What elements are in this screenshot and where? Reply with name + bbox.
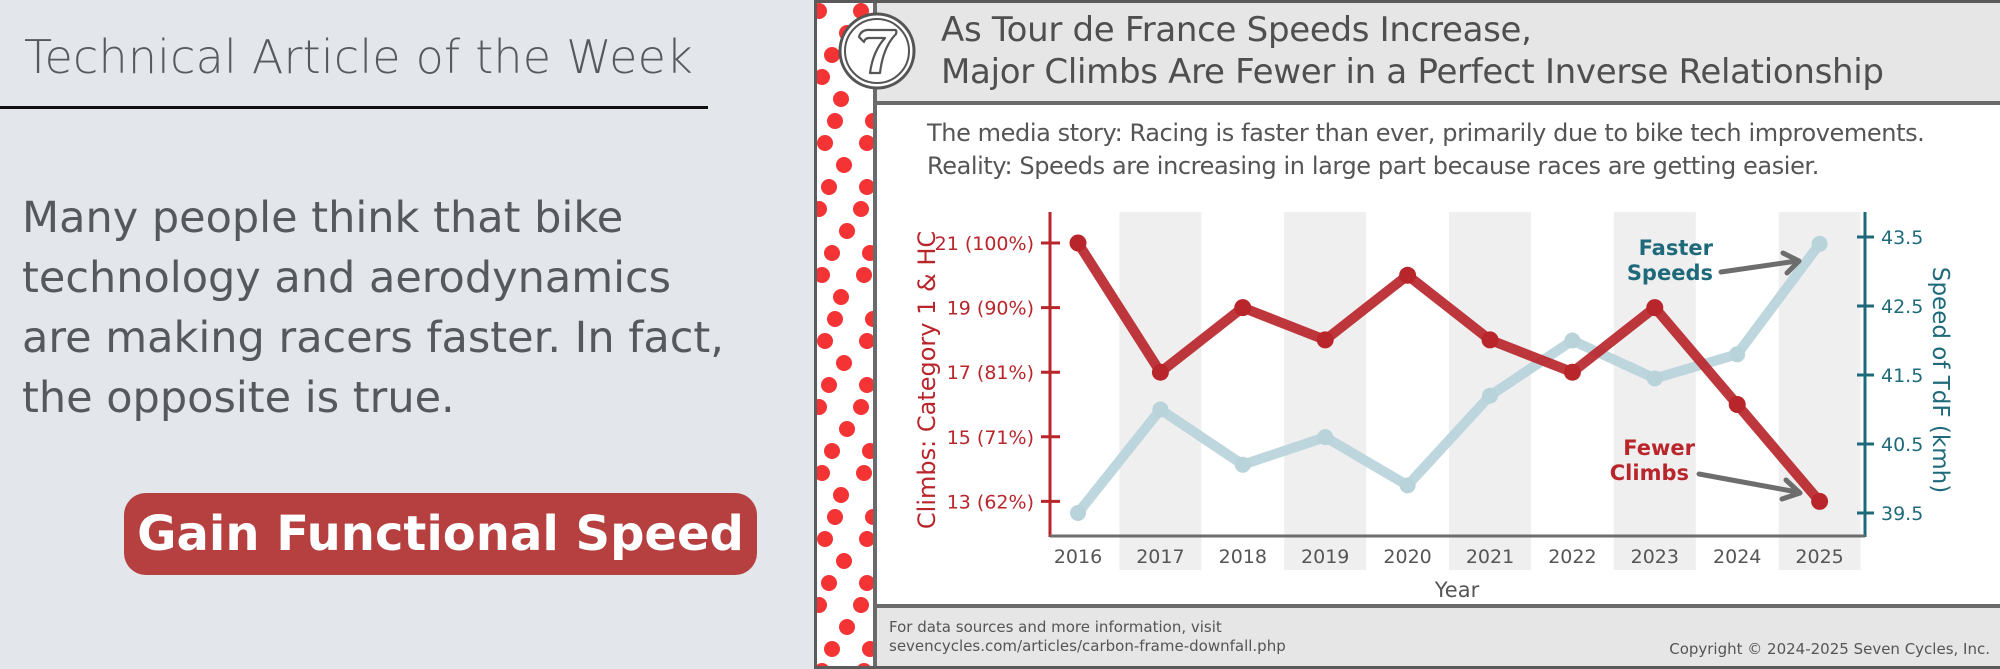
data-point <box>1811 492 1829 510</box>
source-url-link[interactable]: sevencycles.com/articles/carbon-frame-do… <box>889 637 1286 655</box>
copyright-text: Copyright © 2024-2025 Seven Cycles, Inc. <box>1669 640 1990 658</box>
dual-axis-line-chart: 21 (100%) 19 (90%) 17 (81%) 15 (71%) 13 (62%… <box>913 212 1953 602</box>
x-axis-title: Year <box>1434 578 1480 602</box>
reality-line: Reality: Speeds are increasing in large … <box>927 152 1819 180</box>
data-point <box>1399 477 1416 494</box>
seven-logo-icon <box>838 12 916 90</box>
title-line-1: As Tour de France Speeds Increase, <box>941 10 1532 50</box>
right-tick-label: 43.5 <box>1881 227 1923 249</box>
infographic-header: As Tour de France Speeds Increase, Major… <box>877 3 2000 105</box>
faster-speeds-annotation: Faster Speeds <box>1627 236 1802 285</box>
right-tick-label: 42.5 <box>1881 296 1923 318</box>
right-tick-label: 41.5 <box>1881 365 1923 387</box>
x-tick-label: 2017 <box>1136 546 1184 568</box>
polka-dot-strip <box>817 3 877 666</box>
right-y-axis: 43.5 42.5 41.5 40.5 39.5 <box>1857 212 1923 537</box>
arrow-icon <box>1718 258 1800 275</box>
infographic-title: As Tour de France Speeds Increase, Major… <box>941 9 1884 93</box>
data-point <box>1563 363 1581 381</box>
data-point <box>1151 363 1169 381</box>
left-panel: Technical Article of the Week Many peopl… <box>0 0 800 667</box>
data-point <box>1728 396 1746 413</box>
gain-functional-speed-button[interactable]: Gain Functional Speed <box>124 493 757 575</box>
article-heading: Technical Article of the Week <box>24 30 693 84</box>
data-point <box>1234 456 1251 473</box>
x-tick-label: 2022 <box>1548 546 1596 568</box>
year-band <box>1119 212 1202 570</box>
x-tick-label: 2021 <box>1466 546 1514 568</box>
svg-text:Climbs: Climbs <box>1610 461 1689 485</box>
x-axis-labels: 2016 2017 2018 2019 2020 2021 2022 2023 2024 2025 <box>1054 546 1844 568</box>
data-point <box>1482 387 1498 404</box>
lead-paragraph: Many people think that bike technology a… <box>22 193 724 423</box>
speed-series <box>1070 235 1828 521</box>
right-axis-title: Speed of TdF (kmh) <box>1927 267 1953 493</box>
x-tick-label: 2020 <box>1383 546 1431 568</box>
arrow-icon <box>1696 471 1800 495</box>
data-point <box>1729 346 1746 363</box>
data-point <box>1234 299 1252 317</box>
data-point <box>1152 401 1169 418</box>
left-tick-label: 19 (90%) <box>947 298 1034 320</box>
data-point <box>1070 505 1086 521</box>
year-band <box>1284 212 1367 570</box>
x-tick-label: 2019 <box>1301 546 1349 568</box>
year-band <box>1613 212 1696 570</box>
left-axis-title: Climbs: Category 1 & HC <box>913 231 941 529</box>
data-point <box>1811 235 1828 252</box>
infographic-footer: For data sources and more information, v… <box>877 604 2000 666</box>
svg-text:Faster: Faster <box>1639 236 1714 260</box>
data-point <box>1646 299 1664 317</box>
right-tick-label: 39.5 <box>1881 503 1923 525</box>
x-tick-label: 2016 <box>1054 546 1102 568</box>
x-tick-label: 2025 <box>1795 546 1843 568</box>
data-point <box>1399 266 1417 284</box>
x-tick-label: 2023 <box>1631 546 1679 568</box>
data-point <box>1481 331 1499 349</box>
infographic: As Tour de France Speeds Increase, Major… <box>814 0 2000 669</box>
data-point <box>1317 429 1334 446</box>
data-point <box>1646 370 1663 387</box>
title-line-2: Major Climbs Are Fewer in a Perfect Inve… <box>941 52 1884 92</box>
right-tick-label: 40.5 <box>1881 434 1923 456</box>
media-story-line: The media story: Racing is faster than e… <box>927 119 1925 147</box>
left-tick-label: 17 (81%) <box>947 362 1034 384</box>
svg-text:Fewer: Fewer <box>1623 436 1695 460</box>
climbs-series <box>1069 234 1829 510</box>
left-tick-label: 21 (100%) <box>935 233 1034 255</box>
left-tick-label: 15 (71%) <box>947 427 1034 449</box>
heading-divider <box>0 106 708 109</box>
x-tick-label: 2018 <box>1219 546 1267 568</box>
data-point <box>1069 234 1087 252</box>
data-point <box>1564 332 1581 349</box>
year-bands <box>1119 212 1861 570</box>
data-source-note: For data sources and more information, v… <box>889 618 1286 655</box>
x-tick-label: 2024 <box>1713 546 1761 568</box>
year-band <box>1778 212 1861 570</box>
left-y-axis: 21 (100%) 19 (90%) 17 (81%) 15 (71%) 13 (62%… <box>935 212 1060 537</box>
left-tick-label: 13 (62%) <box>947 491 1034 513</box>
fewer-climbs-annotation: Fewer Climbs <box>1610 436 1803 502</box>
data-point <box>1316 331 1334 349</box>
svg-text:Speeds: Speeds <box>1627 261 1713 285</box>
infographic-subtitle: The media story: Racing is faster than e… <box>927 117 1925 183</box>
